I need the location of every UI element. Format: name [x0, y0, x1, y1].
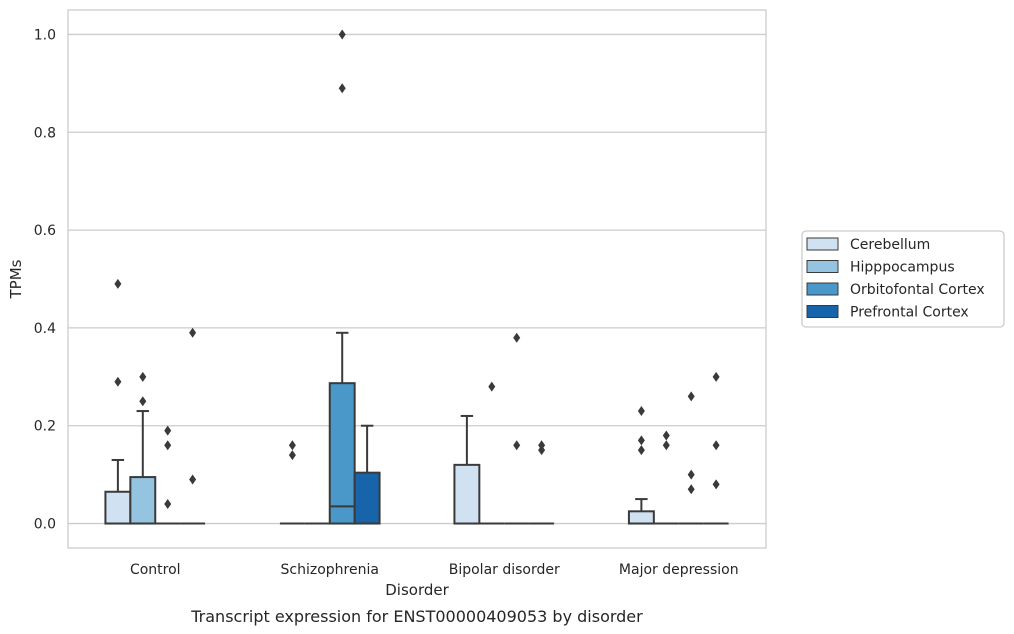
x-tick-label: Schizophrenia — [281, 562, 379, 578]
outlier-point — [139, 396, 147, 407]
outlier-point — [288, 450, 296, 461]
outlier-point — [712, 440, 720, 451]
plot-frame — [67, 9, 767, 549]
y-tick-label: 0.0 — [34, 517, 56, 533]
legend-swatch — [806, 237, 839, 251]
box-plot — [353, 424, 381, 525]
outlier-point — [637, 406, 645, 417]
box — [104, 490, 132, 525]
outlier-point — [712, 479, 720, 490]
outlier-point — [687, 469, 695, 480]
outlier-point — [139, 371, 147, 382]
box-plot — [504, 332, 530, 525]
x-axis-label: Disorder — [385, 581, 449, 599]
box-plot — [155, 425, 181, 525]
outlier-point — [488, 381, 496, 392]
box — [453, 463, 481, 525]
outlier-point — [164, 498, 172, 509]
outlier-point — [513, 332, 521, 343]
legend-label: Hipppocampus — [850, 260, 955, 276]
y-tick-label: 0.2 — [34, 419, 56, 435]
outlier-point — [538, 440, 546, 451]
outlier-point — [662, 440, 670, 451]
box-plot — [653, 430, 679, 525]
box — [328, 382, 356, 525]
plot-background — [68, 10, 766, 548]
x-tick-label: Major depression — [619, 562, 739, 578]
outlier-point — [338, 29, 346, 40]
outlier-point — [114, 376, 122, 387]
outlier-point — [189, 474, 197, 485]
x-tick-label: Control — [130, 562, 181, 578]
box-plot — [279, 440, 305, 525]
legend-label: Cerebellum — [850, 237, 930, 253]
x-tick-label: Bipolar disorder — [449, 562, 560, 578]
legend-frame — [801, 230, 1005, 328]
box-plot — [479, 381, 505, 525]
outlier-point — [712, 371, 720, 382]
outlier-point — [189, 327, 197, 338]
outlier-point — [687, 484, 695, 495]
y-tick-label: 0.8 — [34, 125, 56, 141]
legend: Cerebellum Hipppocampus Orbitofontal Corte… — [801, 230, 1005, 328]
box-plot — [104, 278, 132, 525]
outlier-point — [637, 435, 645, 446]
outlier-point — [164, 440, 172, 451]
outlier-point — [164, 425, 172, 436]
outlier-point — [338, 83, 346, 94]
box-plot — [129, 371, 157, 525]
outlier-point — [288, 440, 296, 451]
chart-title: Transcript expression for ENST0000040905… — [190, 607, 643, 626]
x-tick-labels: Control Schizophrenia Bipolar disorder Majo… — [130, 562, 739, 578]
outlier-point — [114, 278, 122, 289]
outlier-point — [662, 430, 670, 441]
outlier-point — [637, 445, 645, 456]
legend-label: Orbitofontal Cortex — [850, 282, 985, 298]
outlier-point — [513, 440, 521, 451]
outlier-point — [687, 391, 695, 402]
legend-swatch — [806, 260, 839, 273]
box — [129, 476, 157, 525]
y-tick-labels: 0.0 0.2 0.4 0.6 0.8 1.0 — [34, 27, 56, 532]
box-plot — [453, 414, 481, 525]
y-tick-label: 0.6 — [34, 223, 56, 239]
y-tick-label: 1.0 — [34, 27, 56, 43]
box-plot — [328, 29, 356, 525]
y-axis-label: TPMs — [7, 259, 25, 299]
box-plot — [180, 327, 206, 525]
box — [353, 471, 381, 525]
box-plot — [703, 371, 729, 525]
legend-swatch — [806, 282, 839, 296]
box-groups — [104, 29, 729, 525]
y-tick-label: 0.4 — [34, 321, 56, 337]
box-plot — [529, 440, 555, 525]
legend-label: Prefrontal Cortex — [850, 305, 969, 321]
box-plot — [627, 406, 655, 525]
box-plot — [678, 391, 704, 525]
legend-swatch — [806, 305, 839, 318]
box — [627, 510, 655, 525]
